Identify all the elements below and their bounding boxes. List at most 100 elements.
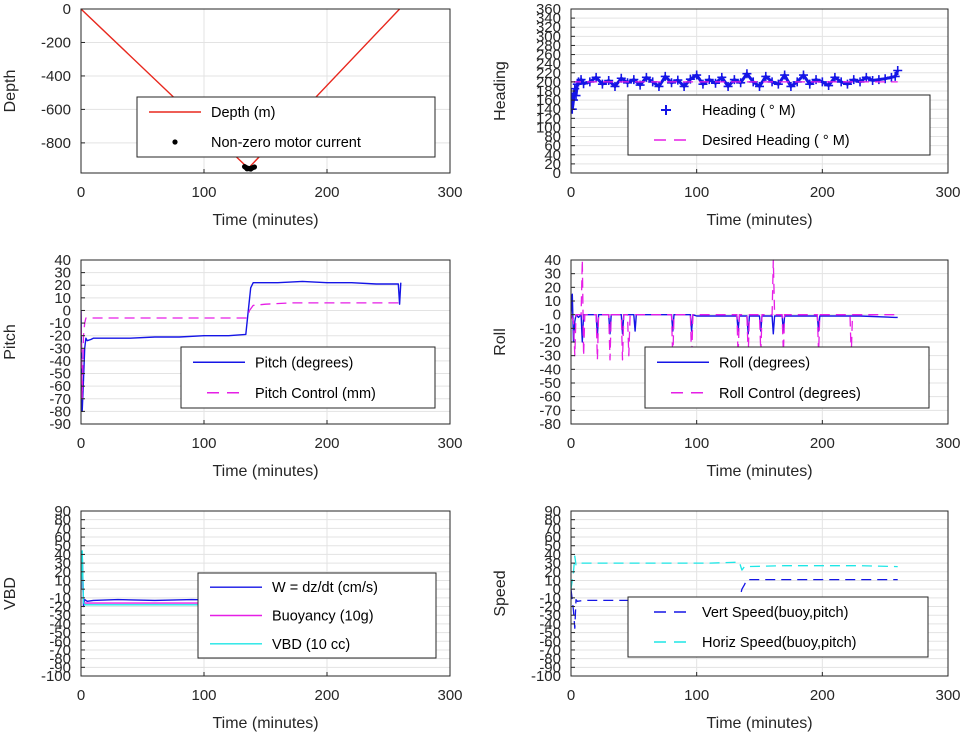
speed-ytick-label: 50 xyxy=(544,538,561,555)
depth-ytick-label: -800 xyxy=(41,135,71,152)
heading-ytick-label: 80 xyxy=(544,129,561,146)
pitch-ytick-label: -20 xyxy=(49,328,71,345)
speed-ytick-label: 40 xyxy=(544,546,561,563)
speed-series-1-line xyxy=(571,555,898,590)
roll-legend-label: Roll Control (degrees) xyxy=(719,386,861,402)
speed-ytick-label: -40 xyxy=(539,616,561,633)
heading-ytick-label: 220 xyxy=(536,65,561,82)
vbd-ytick-label: -30 xyxy=(49,607,71,624)
speed-ytick-label: -10 xyxy=(539,590,561,607)
speed-legend-label: Horiz Speed(buoy,pitch) xyxy=(702,635,856,651)
heading-ytick-label: 60 xyxy=(544,138,561,155)
vbd-ytick-label: 60 xyxy=(54,529,71,546)
speed-ytick-label: 60 xyxy=(544,529,561,546)
vbd-xtick-label: 0 xyxy=(77,687,85,704)
pitch-ytick-label: -40 xyxy=(49,353,71,370)
roll-xtick-label: 100 xyxy=(684,435,709,452)
heading-ytick-label: 120 xyxy=(536,110,561,127)
vbd-ytick-label: -90 xyxy=(49,659,71,676)
roll-legend-label: Roll (degrees) xyxy=(719,355,810,371)
pitch-ytick-label: 40 xyxy=(54,252,71,269)
pitch-ytick-label: -60 xyxy=(49,378,71,395)
depth-xlabel: Time (minutes) xyxy=(212,212,318,229)
depth-xtick-label: 0 xyxy=(77,184,85,201)
heading-ytick-label: 140 xyxy=(536,101,561,118)
vbd-ytick-label: 80 xyxy=(54,512,71,529)
heading-ytick-label: 200 xyxy=(536,74,561,91)
depth-xtick-label: 100 xyxy=(191,184,216,201)
vbd-xtick-label: 200 xyxy=(314,687,339,704)
vbd-ytick-label: -10 xyxy=(49,590,71,607)
heading-data xyxy=(571,66,903,114)
speed-legend-box xyxy=(627,596,929,658)
pitch-xlabel: Time (minutes) xyxy=(212,463,318,480)
speed-ytick-label: -60 xyxy=(539,633,561,650)
roll-ytick-label: -60 xyxy=(539,389,561,406)
heading-xtick-label: 100 xyxy=(684,184,709,201)
roll-ytick-label: -70 xyxy=(539,402,561,419)
vbd-legend: W = dz/dt (cm/s) Buoyancy (10g) VBD (10 cc… xyxy=(197,572,437,659)
vbd-xlabel: Time (minutes) xyxy=(212,715,318,732)
vbd-ytick-label: 70 xyxy=(54,520,71,537)
vbd-ytick-label: 30 xyxy=(54,555,71,572)
depth-ylabel: Depth xyxy=(2,70,19,113)
depth-ytick-label: -200 xyxy=(41,34,71,51)
vbd-ytick-label: 90 xyxy=(54,503,71,520)
depth-ytick-label: 0 xyxy=(63,1,71,18)
speed-xlabel: Time (minutes) xyxy=(706,715,812,732)
roll-ytick-label: 40 xyxy=(544,252,561,269)
roll-chart: 0 100 200 300-80-70-60-50-40-30-20-10010203… xyxy=(492,252,961,480)
pitch-ytick-label: -10 xyxy=(49,315,71,332)
vbd-chart: 0 100 200 300-100-90-80-70-60-50-40-30-20-1… xyxy=(2,503,463,732)
heading-ytick-label: 100 xyxy=(536,119,561,136)
roll-xtick-label: 0 xyxy=(567,435,575,452)
roll-ytick-label: -20 xyxy=(539,334,561,351)
heading-ytick-label: 40 xyxy=(544,147,561,164)
speed-ytick-label: -70 xyxy=(539,642,561,659)
vbd-ytick-label: -70 xyxy=(49,642,71,659)
pitch-ytick-label: -90 xyxy=(49,416,71,433)
pitch-ytick-label: -80 xyxy=(49,403,71,420)
vbd-ytick-label: 40 xyxy=(54,546,71,563)
speed-ytick-label: -20 xyxy=(539,599,561,616)
speed-ytick-label: 0 xyxy=(553,581,561,598)
heading-ytick-label: 0 xyxy=(553,165,561,182)
pitch-xtick-label: 200 xyxy=(314,435,339,452)
speed-ytick-label: 30 xyxy=(544,555,561,572)
speed-ytick-label: -100 xyxy=(531,668,561,685)
depth-xtick-label: 200 xyxy=(314,184,339,201)
pitch-xtick-label: 0 xyxy=(77,435,85,452)
vbd-ytick-label: -40 xyxy=(49,616,71,633)
pitch-chart: 0 100 200 300-90-80-70-60-50-40-30-20-10010… xyxy=(2,252,463,480)
roll-legend-box xyxy=(644,346,930,409)
vbd-xtick-label: 300 xyxy=(437,687,462,704)
vbd-ytick-label: -50 xyxy=(49,625,71,642)
depth-legend: Depth (m) Non-zero motor current xyxy=(136,96,436,158)
heading-legend: Heading ( ° M) Desired Heading ( ° M) xyxy=(627,94,931,156)
speed-ylabel: Speed xyxy=(492,570,509,616)
heading-xlabel: Time (minutes) xyxy=(706,212,812,229)
roll-data xyxy=(571,259,898,361)
heading-legend-swatch xyxy=(661,105,671,115)
depth-data xyxy=(81,8,401,172)
speed-ytick-label: 20 xyxy=(544,564,561,581)
vbd-ytick-label: -80 xyxy=(49,651,71,668)
speed-ytick-label: 10 xyxy=(544,572,561,589)
speed-xtick-label: 0 xyxy=(567,687,575,704)
pitch-axes-box xyxy=(80,259,451,425)
depth-legend-box xyxy=(136,96,436,158)
pitch-series-0-line xyxy=(81,280,402,413)
pitch-ylabel: Pitch xyxy=(2,324,19,360)
vbd-legend-label: W = dz/dt (cm/s) xyxy=(272,580,378,596)
pitch-ytick-label: -30 xyxy=(49,340,71,357)
roll-xtick-label: 300 xyxy=(935,435,960,452)
roll-ytick-label: -30 xyxy=(539,348,561,365)
speed-ytick-label: -80 xyxy=(539,651,561,668)
speed-chart: 0 100 200 300-100-90-80-70-60-50-40-30-20-1… xyxy=(492,503,961,732)
vbd-ylabel: VBD xyxy=(2,577,19,610)
vbd-ytick-label: 50 xyxy=(54,538,71,555)
heading-ytick-label: 260 xyxy=(536,47,561,64)
depth-legend-swatch xyxy=(172,139,178,145)
pitch-legend-label: Pitch (degrees) xyxy=(255,355,353,371)
roll-ylabel: Roll xyxy=(492,328,509,356)
